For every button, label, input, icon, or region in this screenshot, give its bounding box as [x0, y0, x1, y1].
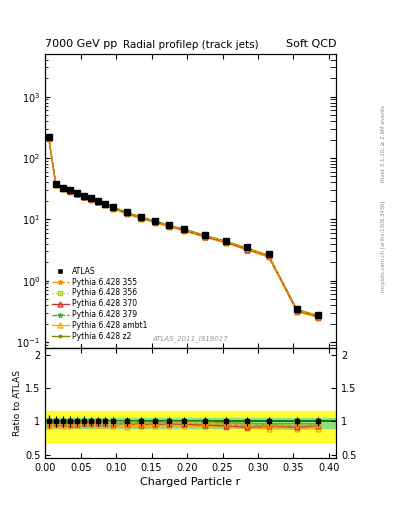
X-axis label: Charged Particle r: Charged Particle r — [140, 477, 241, 487]
Text: mcplots.cern.ch [arXiv:1306.3436]: mcplots.cern.ch [arXiv:1306.3436] — [381, 200, 386, 291]
Text: Rivet 3.1.10; ≥ 2.6M events: Rivet 3.1.10; ≥ 2.6M events — [381, 105, 386, 182]
Y-axis label: Ratio to ATLAS: Ratio to ATLAS — [13, 370, 22, 436]
Title: Radial profileρ (track jets): Radial profileρ (track jets) — [123, 40, 259, 50]
Text: 7000 GeV pp: 7000 GeV pp — [45, 38, 118, 49]
Text: ATLAS_2011_I919017: ATLAS_2011_I919017 — [153, 335, 228, 342]
Legend: ATLAS, Pythia 6.428 355, Pythia 6.428 356, Pythia 6.428 370, Pythia 6.428 379, P: ATLAS, Pythia 6.428 355, Pythia 6.428 35… — [49, 264, 151, 344]
Text: Soft QCD: Soft QCD — [286, 38, 336, 49]
